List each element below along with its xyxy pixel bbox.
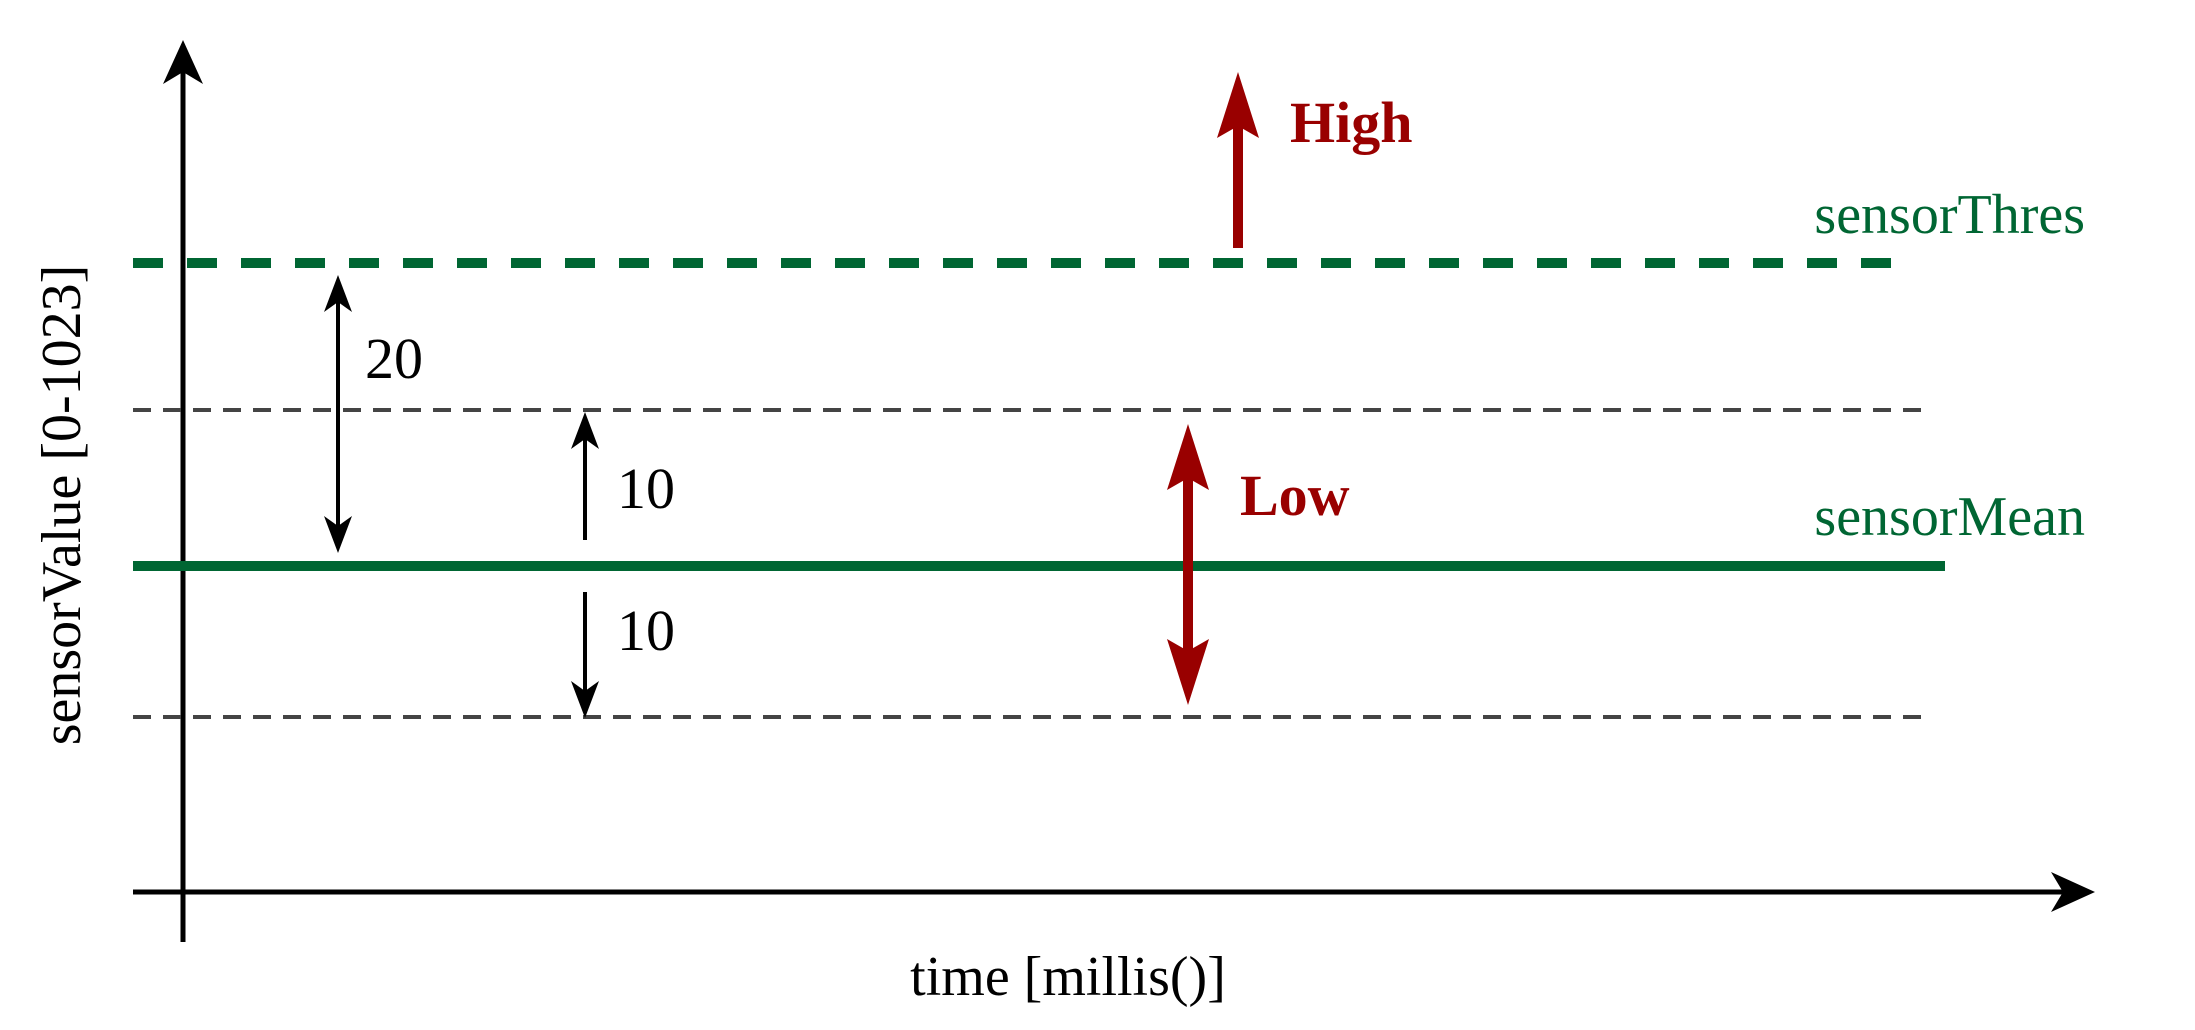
threshold-gap-label: 20 [365,326,423,391]
sensor-mean-label: sensorMean [1814,486,2085,548]
threshold-gap-arrow [324,275,352,553]
low-arrow [1167,424,1209,705]
lower-band-arrow [571,592,599,718]
lower-band-label: 10 [617,598,675,663]
y-axis-label: sensorValue [0-1023] [31,265,93,746]
x-axis-arrowhead [2051,872,2095,912]
high-arrow [1217,72,1259,248]
sensor-thres-label: sensorThres [1814,184,2085,246]
upper-band-label: 10 [617,456,675,521]
x-axis [133,872,2095,912]
upper-band-arrow [571,412,599,540]
x-axis-label: time [millis()] [910,946,1226,1008]
low-label: Low [1240,463,1350,528]
high-label: High [1290,90,1413,155]
y-axis [163,40,203,942]
y-axis-arrowhead [163,40,203,84]
